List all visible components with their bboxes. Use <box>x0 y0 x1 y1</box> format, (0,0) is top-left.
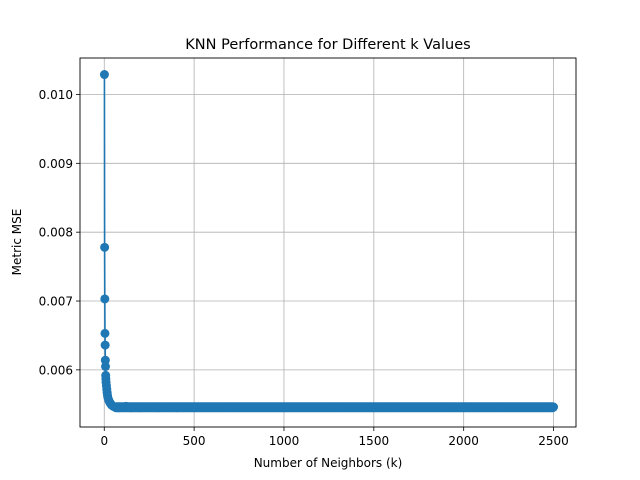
data-point <box>441 402 451 412</box>
data-point <box>126 403 136 413</box>
grid-layer <box>80 58 576 427</box>
data-point <box>100 242 110 252</box>
x-tick-label: 2500 <box>538 434 569 448</box>
series-layer <box>99 70 559 413</box>
plot-frame <box>79 57 577 428</box>
y-tick-label: 0.006 <box>39 363 73 377</box>
ticks-layer: 0 500 1000 1500 2000 2500 0.006 0.007 0.008 0.009… <box>39 88 569 448</box>
data-point <box>100 340 110 350</box>
data-point <box>153 403 163 413</box>
x-tick-label: 1500 <box>359 434 390 448</box>
data-point <box>171 403 181 413</box>
data-point <box>333 402 343 412</box>
data-point <box>495 402 505 412</box>
data-point <box>225 402 235 412</box>
y-tick-label: 0.009 <box>39 157 73 171</box>
data-point <box>99 70 109 80</box>
y-tick-label: 0.007 <box>39 295 73 309</box>
y-tick-label: 0.010 <box>39 88 73 102</box>
data-point <box>189 402 199 412</box>
x-axis-label: Number of Neighbors (k) <box>254 456 403 470</box>
data-point <box>135 403 145 413</box>
x-tick-label: 500 <box>183 434 206 448</box>
data-point <box>101 361 111 371</box>
data-point <box>100 328 110 338</box>
x-tick-label: 0 <box>100 434 108 448</box>
data-point <box>279 402 289 412</box>
y-axis-label: Metric MSE <box>10 209 24 276</box>
data-point <box>100 294 110 304</box>
data-point <box>387 402 397 412</box>
data-point <box>549 402 559 412</box>
y-tick-label: 0.008 <box>39 226 73 240</box>
x-tick-label: 2000 <box>448 434 479 448</box>
chart-title: KNN Performance for Different k Values <box>185 37 470 53</box>
x-tick-label: 1000 <box>269 434 300 448</box>
